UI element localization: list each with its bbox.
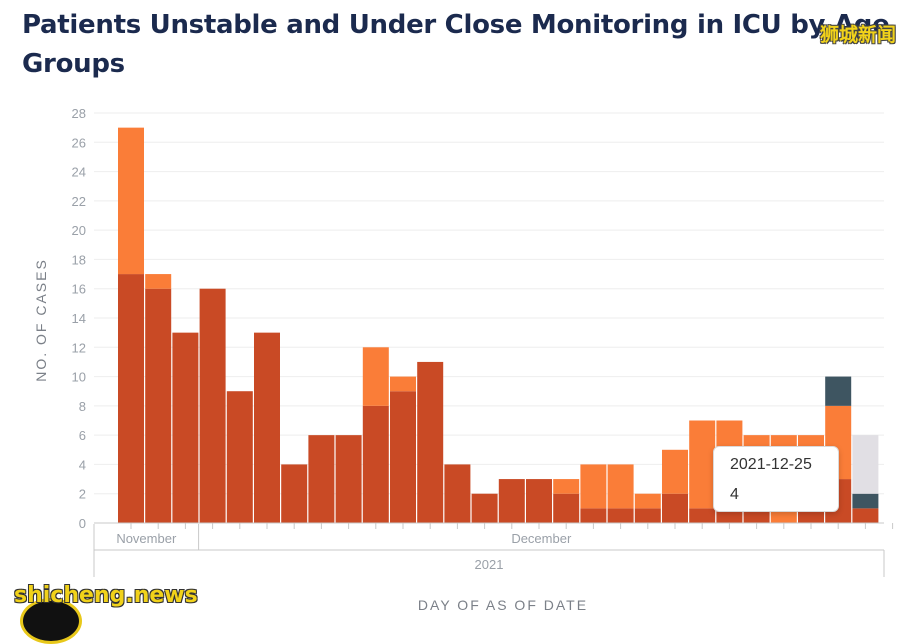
grid-lines [94,112,884,524]
bar-segment [172,332,199,523]
bar-segment [580,508,607,523]
y-tick-label: 0 [79,516,86,531]
tooltip-date: 2021-12-25 [730,456,812,473]
bar-segment [852,435,879,494]
y-tick-label: 8 [79,399,86,414]
bar-segment [281,464,308,523]
y-tick-label: 20 [72,223,86,238]
y-tick-label: 12 [72,340,86,355]
y-tick-label: 24 [72,165,86,180]
bar-segment [634,493,661,509]
y-tick-label: 6 [79,428,86,443]
y-tick-label: 2 [79,487,86,502]
bar-segment [118,274,144,523]
bar-segment [444,464,471,523]
y-tick-label: 26 [72,135,86,150]
bar-segment [662,449,688,494]
y-tick-label: 4 [79,457,86,472]
bar-segment [362,347,389,406]
bar-segment [743,508,770,523]
bar-segment [335,435,362,523]
bar-segment [362,405,389,523]
tooltip: 2021-12-25 4 [713,446,839,512]
y-tick-label: 14 [72,311,86,326]
bar-segment [689,420,716,509]
bar-segment [199,288,226,523]
y-tick-label: 18 [72,252,86,267]
month-label: December [511,531,572,546]
y-tick-label: 28 [72,106,86,121]
bar-segment [254,332,280,523]
bar-segment [580,464,607,509]
bar-segment [689,508,716,523]
y-axis-title: NO. OF CASES [33,258,49,382]
bar-segment [226,391,253,523]
y-tick-label: 10 [72,370,86,385]
x-axis-title: DAY OF AS OF DATE [418,597,588,613]
bar-segment [145,274,172,289]
bar-segment [498,479,525,523]
bar-segment [553,493,580,523]
bar-segment [607,464,634,509]
bar-segment [471,493,498,523]
bar-segment [526,479,552,523]
bar-segment [852,508,879,523]
y-tick-label: 16 [72,282,86,297]
chart-title: Patients Unstable and Under Close Monito… [22,10,890,79]
bar-segment [798,508,824,523]
watermark-top: 狮城新闻 [819,24,896,46]
bar-segment [417,361,444,523]
bar-segment [390,376,416,392]
y-tick-label: 22 [72,194,86,209]
bar-segment [390,391,416,523]
year-label: 2021 [475,557,504,572]
bar-segment [118,127,144,275]
bar-segment [825,376,852,406]
bar-segment [308,435,335,523]
bar-segment [662,493,688,523]
bar-segment [852,493,879,509]
month-label: November [116,531,177,546]
bar-segment [634,508,661,523]
watermark-bottom: shicheng.news [14,583,198,608]
bar-segment [553,479,580,494]
tooltip-value: 4 [730,486,739,503]
bar-segment [716,508,743,523]
bar-segment [607,508,634,523]
bar-segment [145,288,172,523]
x-axis: November December 2021 [93,522,894,577]
